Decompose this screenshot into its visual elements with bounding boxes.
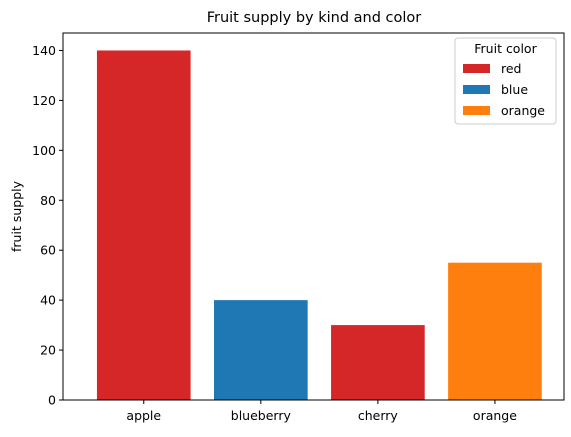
- x-tick-label-apple: apple: [126, 408, 161, 423]
- chart-title: Fruit supply by kind and color: [207, 10, 422, 26]
- y-tick-label: 60: [40, 243, 56, 258]
- legend-swatch-blue: [463, 85, 490, 94]
- legend-label-red: red: [501, 61, 522, 76]
- bar-orange: [448, 262, 542, 400]
- y-tick-label: 20: [40, 343, 56, 358]
- bar-blueberry: [214, 300, 308, 400]
- bar-cherry: [331, 325, 425, 400]
- y-tick-label: 100: [32, 143, 56, 158]
- legend-label-orange: orange: [501, 103, 545, 118]
- x-tick-label-orange: orange: [473, 408, 517, 423]
- legend-title: Fruit color: [474, 41, 537, 56]
- legend: Fruit color red blue orange: [454, 37, 557, 125]
- bars-layer: [96, 50, 542, 400]
- x-axis-ticks: apple blueberry cherry orange: [126, 400, 517, 423]
- y-tick-label: 140: [32, 43, 56, 58]
- legend-swatch-red: [463, 64, 490, 73]
- legend-swatch-orange: [463, 106, 490, 115]
- plot-area-frame: [62, 32, 565, 401]
- y-tick-label: 40: [40, 293, 56, 308]
- x-tick-label-blueberry: blueberry: [231, 408, 292, 423]
- legend-label-blue: blue: [501, 82, 528, 97]
- y-axis-label: fruit supply: [9, 180, 24, 252]
- legend-entries: red blue orange: [463, 61, 545, 118]
- bar-apple: [96, 50, 191, 400]
- legend-box: [454, 37, 557, 125]
- y-axis-ticks: 0 20 40 60 80 100 120 140: [32, 43, 63, 408]
- x-tick-label-cherry: cherry: [358, 408, 399, 423]
- y-tick-label: 80: [40, 193, 56, 208]
- y-tick-label: 120: [32, 93, 56, 108]
- y-tick-label: 0: [48, 393, 56, 408]
